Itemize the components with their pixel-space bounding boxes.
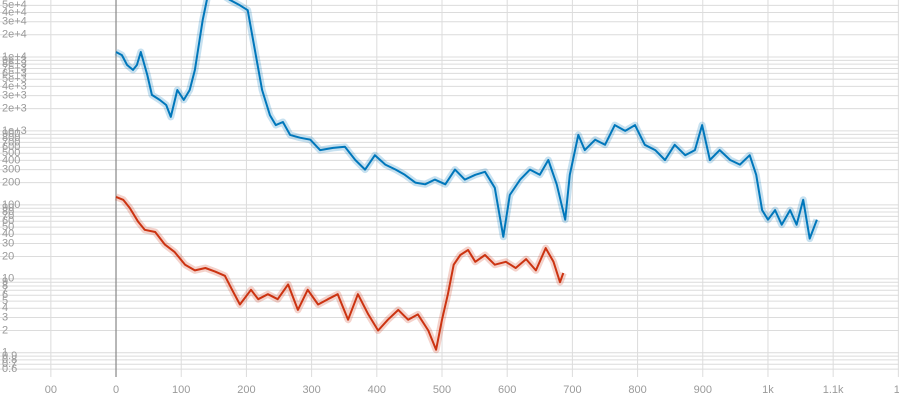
y-tick-label: 800 bbox=[2, 132, 20, 144]
x-tick-label: 00 bbox=[45, 384, 57, 396]
y-tick-label: 9 bbox=[2, 276, 8, 288]
y-tick-label: 4e+4 bbox=[2, 6, 27, 18]
y-tick-label: 20 bbox=[2, 250, 14, 262]
y-tick-label: 2e+4 bbox=[2, 29, 27, 41]
y-tick-label: 7e+3 bbox=[2, 62, 27, 74]
y-tick-label: 300 bbox=[2, 164, 20, 176]
y-tick-label: 1 bbox=[2, 347, 8, 359]
y-tick-label: 700 bbox=[2, 136, 20, 148]
x-tick-label: 800 bbox=[628, 384, 646, 396]
y-tick-label: 5e+4 bbox=[2, 0, 27, 11]
y-tick-label: 5e+3 bbox=[2, 73, 27, 85]
x-tick-label: 200 bbox=[237, 384, 255, 396]
y-tick-label: 8 bbox=[2, 280, 8, 292]
x-tick-label: 100 bbox=[172, 384, 190, 396]
y-tick-label: 40 bbox=[2, 228, 14, 240]
x-tick-label: 1.1k bbox=[823, 384, 844, 396]
x-tick-label: 600 bbox=[498, 384, 516, 396]
y-tick-label: 30 bbox=[2, 237, 14, 249]
series-band bbox=[114, 0, 821, 243]
y-tick-label: 3e+3 bbox=[2, 90, 27, 102]
y-tick-label: 2 bbox=[2, 324, 8, 336]
x-tick-label: 400 bbox=[368, 384, 386, 396]
y-tick-label: 0.7 bbox=[2, 358, 17, 370]
y-tick-label: 5 bbox=[2, 295, 8, 307]
x-tick-label: 1. bbox=[894, 384, 899, 396]
x-tick-label: 500 bbox=[433, 384, 451, 396]
y-tick-label: 4 bbox=[2, 302, 8, 314]
series-band bbox=[114, 193, 567, 354]
y-tick-label: 200 bbox=[2, 177, 20, 189]
y-tick-label: 0.9 bbox=[2, 350, 17, 362]
y-tick-label: 6e+3 bbox=[2, 67, 27, 79]
y-tick-label: 3e+4 bbox=[2, 16, 27, 28]
y-tick-label: 1e+3 bbox=[2, 125, 27, 137]
x-tick-label: 1k bbox=[762, 384, 774, 396]
y-tick-label: 50 bbox=[2, 221, 14, 233]
y-tick-label: 8e+3 bbox=[2, 58, 27, 70]
grid bbox=[0, 0, 899, 377]
series-line bbox=[115, 195, 565, 351]
y-tick-label: 4e+3 bbox=[2, 80, 27, 92]
y-tick-label: 60 bbox=[2, 215, 14, 227]
y-tick-label: 400 bbox=[2, 154, 20, 166]
series-line bbox=[115, 0, 818, 240]
y-tick-label: 2e+3 bbox=[2, 103, 27, 115]
y-tick-label: 900 bbox=[2, 128, 20, 140]
x-tick-label: 0 bbox=[113, 384, 119, 396]
y-tick-label: 600 bbox=[2, 141, 20, 153]
y-tick-label: 1e+4 bbox=[2, 51, 27, 63]
y-tick-label: 3 bbox=[2, 311, 8, 323]
x-tick-label: 900 bbox=[694, 384, 712, 396]
y-tick-label: 9e+3 bbox=[2, 54, 27, 66]
y-tick-label: 0.6 bbox=[2, 363, 17, 375]
x-tick-label: 700 bbox=[563, 384, 581, 396]
y-tick-label: 10 bbox=[2, 273, 14, 285]
x-tick-label: 300 bbox=[302, 384, 320, 396]
y-tick-label: 7 bbox=[2, 284, 8, 296]
y-tick-label: 70 bbox=[2, 210, 14, 222]
y-tick-label: 90 bbox=[2, 202, 14, 214]
y-tick-label: 500 bbox=[2, 147, 20, 159]
y-tick-label: 6 bbox=[2, 289, 8, 301]
plot-area bbox=[114, 0, 821, 354]
y-tick-label: 0.8 bbox=[2, 354, 17, 366]
y-tick-label: 80 bbox=[2, 206, 14, 218]
y-tick-label: 100 bbox=[2, 199, 20, 211]
